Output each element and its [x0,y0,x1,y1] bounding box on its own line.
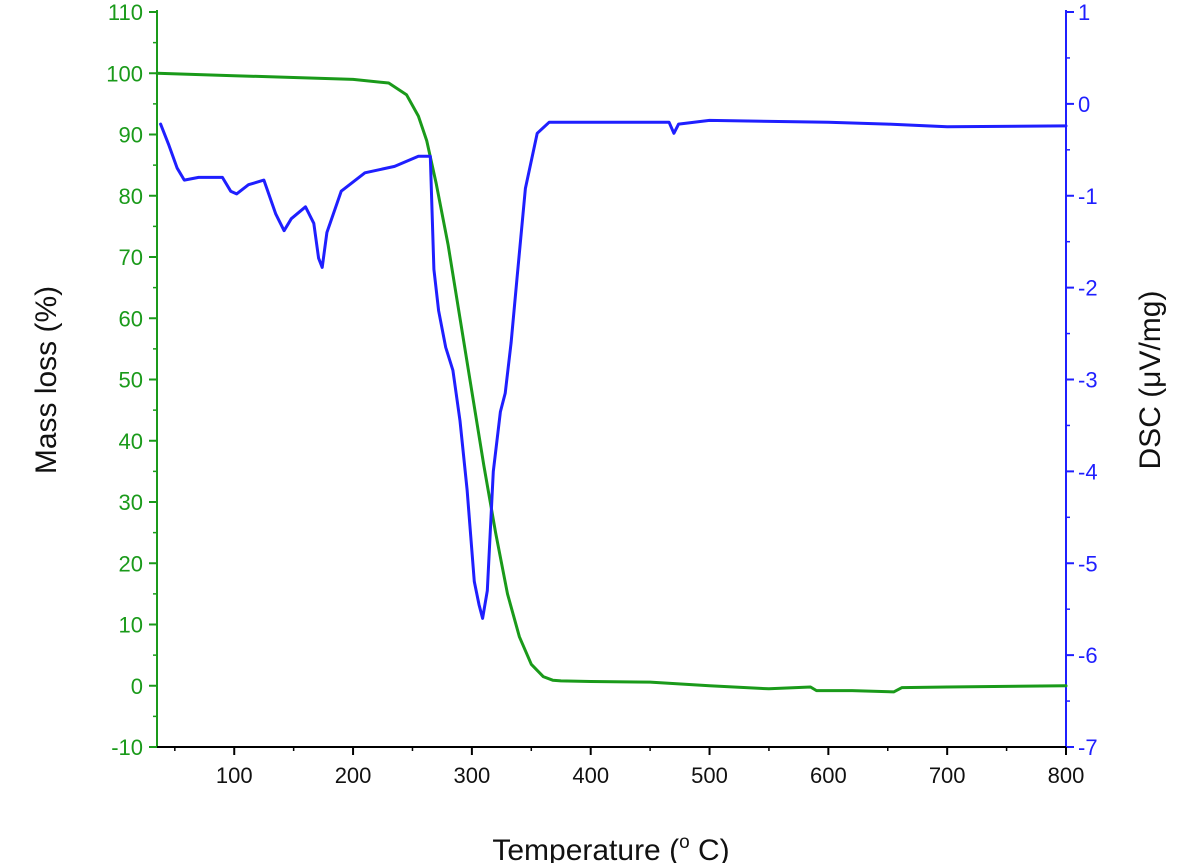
x-tick-label: 200 [335,763,372,788]
y2-axis-title: DSC (μV/mg) [1134,291,1167,470]
y2-tick-label: 1 [1078,0,1090,25]
x-axis-title-superscript: o [679,832,690,853]
y-tick-label: 100 [106,61,143,86]
y2-tick-label: -2 [1078,276,1098,301]
x-axis-title: Temperature (o C) [492,832,729,863]
y2-tick-label: -5 [1078,551,1098,576]
y-tick-label: 90 [119,123,143,148]
dsc-series-line [159,118,1068,620]
y-tick-label: 50 [119,368,143,393]
x-tick-label: 400 [572,763,609,788]
y-tick-label: 110 [108,0,143,25]
y2-tick-label: -4 [1078,459,1098,484]
y-tick-label: 40 [119,429,143,454]
y-axis-title: Mass loss (%) [30,286,63,474]
ticks-layer: -100102030405060708090100110-7-6-5-4-3-2… [106,0,1097,788]
y2-tick-label: -6 [1078,643,1098,668]
y-tick-label: -10 [111,735,143,760]
x-axis-title-suffix: C) [690,834,730,863]
x-tick-label: 100 [216,763,253,788]
y-tick-label: 70 [119,245,143,270]
y-tick-label: 10 [119,613,143,638]
y-tick-label: 0 [131,674,143,699]
x-axis-title-main: Temperature ( [492,834,679,863]
x-tick-label: 500 [691,763,728,788]
series-layer [155,71,1068,694]
x-tick-label: 800 [1048,763,1085,788]
y-tick-label: 30 [119,490,143,515]
y2-tick-label: 0 [1078,92,1090,117]
y2-tick-label: -3 [1078,368,1098,393]
x-tick-label: 700 [929,763,966,788]
y2-tick-label: -7 [1078,735,1098,760]
x-tick-label: 600 [810,763,847,788]
mass-loss-series-line [155,71,1068,694]
y-tick-label: 80 [119,184,143,209]
y2-tick-label: -1 [1078,184,1098,209]
y-tick-label: 20 [119,551,143,576]
x-tick-label: 300 [454,763,491,788]
y-tick-label: 60 [119,306,143,331]
